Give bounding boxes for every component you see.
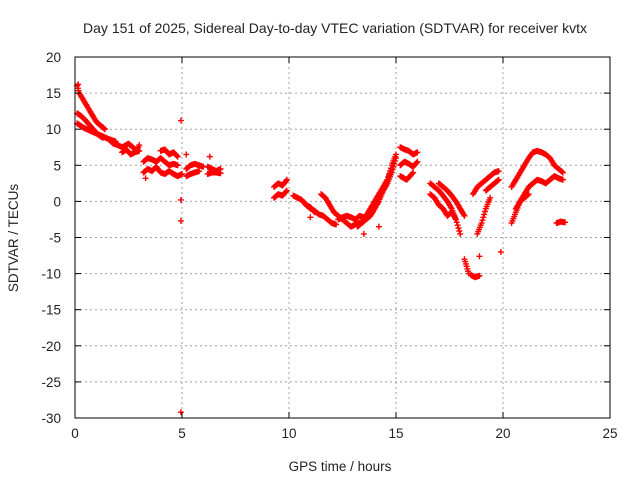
y-axis-label: SDTVAR / TECUs [6, 184, 21, 293]
data-point [559, 169, 566, 176]
data-point [479, 217, 486, 224]
x-axis-ticks: 0 5 10 15 20 25 [71, 57, 618, 441]
data-point [482, 208, 489, 215]
y-tick-label: -10 [41, 267, 61, 282]
data-point [375, 223, 382, 230]
y-tick-label: 0 [53, 194, 61, 209]
data-point [562, 219, 569, 226]
data-point [453, 219, 460, 226]
data-point [409, 170, 416, 177]
y-tick-label: 10 [46, 122, 61, 137]
y-tick-label: -5 [49, 231, 61, 246]
data-point [179, 170, 185, 177]
data-point [384, 176, 391, 183]
data-point [386, 170, 393, 177]
data-point [454, 222, 461, 229]
y-axis-ticks: -30 -25 -20 -15 -10 -5 0 5 10 15 20 [41, 50, 610, 426]
data-point [177, 196, 184, 203]
data-point [283, 187, 290, 194]
data-point [136, 142, 143, 149]
data-point [457, 230, 464, 237]
data-point [142, 175, 149, 182]
x-tick-label: 5 [178, 426, 186, 441]
data-point [173, 152, 180, 159]
data-point [387, 168, 394, 175]
data-point [177, 217, 184, 224]
data-point [495, 168, 502, 175]
data-point [283, 188, 290, 195]
x-tick-label: 0 [71, 426, 79, 441]
data-point [455, 225, 462, 232]
data-point [177, 117, 184, 124]
x-tick-label: 20 [495, 426, 510, 441]
data-point [410, 169, 417, 176]
data-point [393, 151, 399, 158]
data-point [183, 151, 190, 158]
data-point [307, 214, 314, 221]
data-point [333, 221, 340, 228]
data-point [196, 168, 203, 175]
data-point [217, 170, 224, 177]
y-tick-label: -15 [41, 303, 61, 318]
data-points [74, 81, 569, 416]
data-point [283, 177, 290, 184]
data-point [524, 191, 531, 198]
data-point [414, 158, 421, 165]
data-point [174, 153, 181, 160]
y-tick-label: -30 [41, 411, 61, 426]
chart-title: Day 151 of 2025, Sidereal Day-to-day VTE… [83, 20, 587, 36]
y-tick-label: -25 [41, 375, 61, 390]
data-point [476, 253, 483, 260]
data-point [559, 168, 566, 175]
data-point [385, 173, 392, 180]
x-tick-label: 15 [388, 426, 403, 441]
data-point [494, 177, 501, 184]
data-point [206, 153, 213, 160]
data-point [177, 409, 184, 416]
data-point [136, 147, 143, 154]
data-point [414, 149, 421, 156]
grid-lines [75, 57, 610, 418]
data-point [461, 212, 468, 219]
y-tick-label: 5 [53, 158, 61, 173]
y-tick-label: 20 [46, 50, 61, 65]
x-tick-label: 25 [602, 426, 617, 441]
data-point [101, 125, 108, 132]
data-point [75, 81, 82, 88]
data-point [478, 220, 485, 227]
y-tick-label: 15 [46, 86, 61, 101]
data-point [360, 230, 367, 237]
data-point [387, 165, 394, 172]
data-point [452, 216, 459, 223]
data-point [476, 272, 483, 279]
data-point [174, 162, 181, 169]
y-tick-label: -20 [41, 339, 61, 354]
data-point [456, 228, 463, 235]
x-tick-label: 10 [281, 426, 296, 441]
data-point [487, 194, 494, 201]
data-point [559, 176, 566, 183]
data-point [481, 211, 488, 218]
x-axis-label: GPS time / hours [289, 459, 392, 474]
data-point [283, 176, 290, 183]
data-point [497, 248, 504, 255]
data-point [525, 191, 532, 198]
data-point [495, 176, 502, 183]
data-point [480, 214, 487, 221]
data-point [413, 159, 420, 166]
data-point [101, 126, 108, 133]
